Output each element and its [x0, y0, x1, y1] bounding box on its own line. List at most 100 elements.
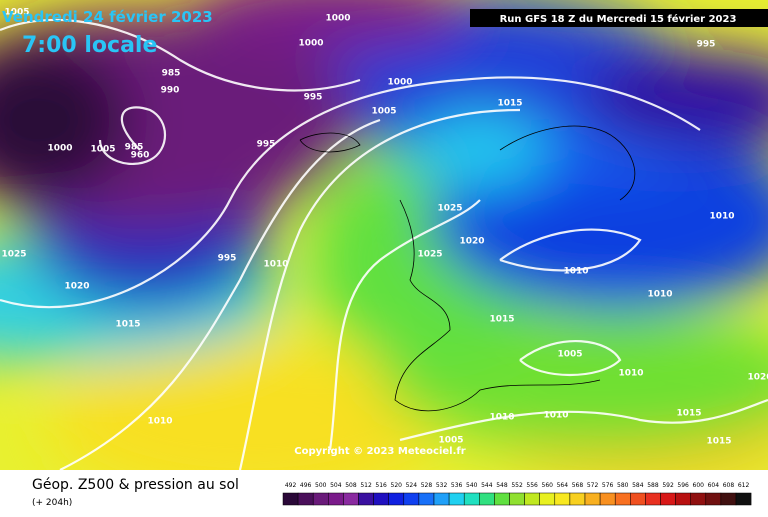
scale-label: 572: [587, 482, 599, 489]
scale-swatch: [675, 492, 691, 506]
isobar-label: 1010: [618, 369, 643, 379]
scale-swatch: [569, 492, 586, 506]
scale-label: 556: [526, 482, 538, 489]
scale-label: 548: [496, 482, 508, 489]
scale-label: 516: [375, 482, 387, 489]
scale-label: 552: [511, 482, 523, 489]
isobar-label: 1015: [497, 99, 522, 109]
scale-swatch: [358, 492, 374, 506]
isobar-label: 1005: [371, 107, 396, 117]
isobar-label: 990: [161, 86, 180, 96]
isobar-label: 1000: [387, 78, 412, 88]
scale-label: 492: [285, 482, 297, 489]
scale-swatch: [494, 492, 510, 506]
scale-swatch: [418, 492, 435, 506]
scale-label: 604: [708, 482, 720, 489]
isobar-label: 1025: [1, 250, 26, 260]
isobar-label: 1010: [563, 267, 588, 277]
scale-swatch: [614, 492, 631, 506]
scale-label: 584: [632, 482, 644, 489]
scale-label: 496: [300, 482, 312, 489]
isobar-label: 960: [131, 151, 150, 161]
isobar-label: 1000: [298, 39, 323, 49]
scale-label: 508: [345, 482, 357, 489]
scale-label: 560: [542, 482, 554, 489]
scale-label: 512: [360, 482, 372, 489]
scale-swatch: [328, 492, 344, 506]
scale-swatch: [735, 492, 752, 506]
footer-title: Géop. Z500 & pression au sol: [32, 477, 239, 493]
scale-swatch: [479, 492, 495, 506]
isobar-label: 1015: [676, 409, 701, 419]
isobar-label: 1010: [263, 260, 288, 270]
isobar-label: 1010: [147, 417, 172, 427]
isobar-label: 995: [257, 140, 276, 150]
isobar-label: 995: [304, 93, 323, 103]
isobar-label: 1005: [438, 436, 463, 446]
scale-label: 504: [330, 482, 342, 489]
scale-swatch: [645, 492, 661, 506]
scale-label: 524: [406, 482, 418, 489]
scale-label: 500: [315, 482, 327, 489]
isobar-label: 1015: [706, 437, 731, 447]
map-field: 1005 1000 1000 995 985 990 1000 995 1005 1015 995 1…: [0, 0, 768, 470]
scale-swatch: [524, 492, 540, 506]
scale-label: 592: [662, 482, 674, 489]
scale-swatch: [539, 492, 556, 506]
scale-label: 544: [481, 482, 493, 489]
scale-swatch: [312, 492, 329, 506]
isobar-label: 1015: [489, 315, 514, 325]
footer-lead: (+ 204h): [32, 498, 72, 508]
isobar-label: 985: [125, 143, 144, 153]
scale-swatch: [343, 492, 359, 506]
scale-label: 540: [466, 482, 478, 489]
scale-label: 608: [723, 482, 735, 489]
scale-swatch: [403, 492, 420, 506]
scale-swatch: [282, 492, 299, 506]
scale-swatch: [660, 492, 676, 506]
forecast-time: 7:00 locale: [22, 33, 157, 58]
scale-label: 576: [602, 482, 614, 489]
isobar-label: 985: [162, 69, 181, 79]
scale-swatch: [433, 492, 450, 506]
isobar-label: 1005: [4, 8, 29, 18]
scale-swatch: [690, 492, 707, 506]
scale-swatch: [388, 492, 405, 506]
run-box: [470, 9, 768, 27]
scale-swatch: [720, 492, 737, 506]
isobars: [0, 18, 768, 470]
isobar-label: 1000: [47, 144, 72, 154]
isobar-label: 1010: [647, 290, 672, 300]
forecast-date: Vendredi 24 février 2023: [2, 8, 213, 26]
isobar-label: 1010: [709, 212, 734, 222]
run-info: Run GFS 18 Z du Mercredi 15 février 2023: [500, 13, 737, 25]
scale-label: 580: [617, 482, 629, 489]
isobar-label: 1005: [557, 350, 582, 360]
scale-swatch: [509, 492, 525, 506]
scale-label: 532: [436, 482, 448, 489]
isobar-label: 995: [218, 254, 237, 264]
isobar-label: 1020: [64, 282, 89, 292]
scale-swatch: [584, 492, 601, 506]
isobar-label: 1025: [437, 204, 462, 214]
scale-label: 600: [693, 482, 705, 489]
copyright: Copyright © 2023 Meteociel.fr: [294, 446, 465, 457]
isobar-label: 1010: [543, 411, 568, 421]
isobar-label: 1010: [489, 413, 514, 423]
scale-label: 596: [677, 482, 689, 489]
scale-swatch: [463, 492, 480, 506]
scale-swatch: [297, 492, 314, 506]
isobar-label: 995: [697, 40, 716, 50]
scale-swatch: [448, 492, 465, 506]
color-scale: 492 496 500 504 508 512 516 520 524 528 532 536 540 5…: [282, 482, 752, 506]
scale-label: 528: [421, 482, 433, 489]
isobar-label: 1020: [747, 373, 768, 383]
isobar-label: 1025: [417, 250, 442, 260]
scale-label: 536: [451, 482, 463, 489]
scale-label: 612: [738, 482, 750, 489]
scale-label: 568: [572, 482, 584, 489]
scale-swatch: [705, 492, 722, 506]
scale-swatch: [599, 492, 616, 506]
isobar-label: 1005: [90, 145, 115, 155]
